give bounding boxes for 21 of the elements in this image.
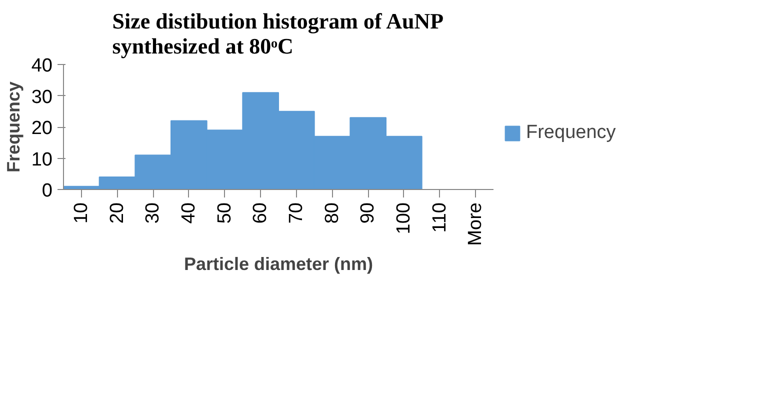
x-tick-label: 20 <box>106 202 128 224</box>
y-axis-title: Frequency <box>3 81 24 173</box>
x-tick-label: 70 <box>286 202 307 224</box>
legend-label: Frequency <box>526 122 616 144</box>
x-tick-label: 110 <box>429 202 450 233</box>
x-axis-title: Particle diameter (nm) <box>184 254 374 274</box>
y-tick-label: 40 <box>31 56 53 76</box>
y-tick-label: 30 <box>31 86 53 108</box>
x-tick-label: 90 <box>358 202 379 224</box>
x-tick-label: 80 <box>322 202 343 224</box>
x-tick-label: 50 <box>214 202 236 224</box>
x-tick-label: More <box>465 202 486 246</box>
x-tick-label: 40 <box>178 202 200 224</box>
x-tick-label: 30 <box>142 202 164 224</box>
y-tick-label: 20 <box>31 118 53 139</box>
x-tick-label: 100 <box>393 202 414 234</box>
chart-title: Size distibution histogram of AuNP synthesized at 80ᵒC <box>112 8 444 58</box>
x-tick-label: 10 <box>70 202 92 224</box>
y-tick-label: 0 <box>42 180 53 202</box>
y-tick-label: 10 <box>31 149 53 170</box>
x-tick-label: 60 <box>250 202 272 224</box>
